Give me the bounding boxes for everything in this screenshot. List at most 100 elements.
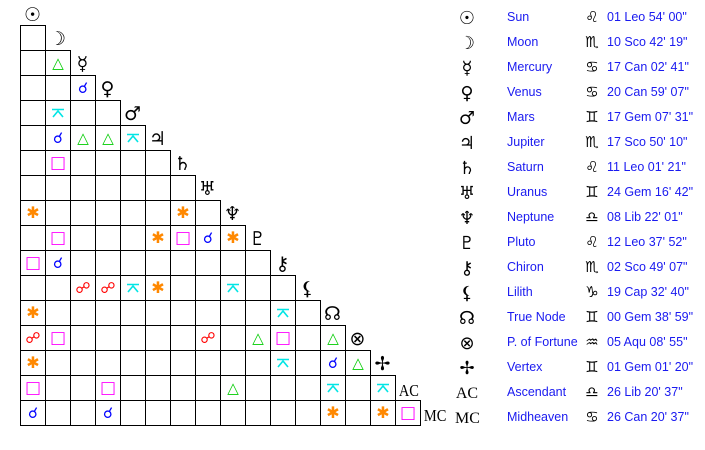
planet-position[interactable]: 00 Gem 38' 59" xyxy=(607,310,694,324)
zodiac-sign-icon: ♋ xyxy=(585,58,599,76)
planet-position[interactable]: 12 Leo 37' 52" xyxy=(607,235,687,249)
planet-position[interactable]: 24 Gem 16' 42" xyxy=(607,185,694,199)
aspect-cell xyxy=(170,350,196,376)
zodiac-sign-icon: ♏ xyxy=(585,258,599,276)
planet-position[interactable]: 02 Sco 49' 07" xyxy=(607,260,688,274)
aspect-cell xyxy=(70,400,96,426)
planet-row: AC Ascendant ♎ 26 Lib 20' 37" xyxy=(455,383,705,410)
planet-position[interactable]: 17 Can 02' 41" xyxy=(607,60,689,74)
mercury-icon: ☿ xyxy=(461,58,473,79)
zodiac-sign-icon: ♎ xyxy=(585,383,599,401)
planet-name[interactable]: Mercury xyxy=(507,60,553,74)
quincunx-icon xyxy=(377,383,389,393)
planet-row: ⚷ Chiron ♏ 02 Sco 49' 07" xyxy=(455,258,705,285)
moon-icon: ☽ xyxy=(458,33,476,54)
aspect-cell xyxy=(45,200,71,226)
planet-position[interactable]: 05 Aqu 08' 55" xyxy=(607,335,688,349)
trine-icon: △ xyxy=(352,353,364,372)
aspect-cell xyxy=(220,250,246,276)
planet-position[interactable]: 19 Cap 32' 40" xyxy=(607,285,689,299)
aspect-cell-vertex-chiron xyxy=(270,350,296,376)
planet-name[interactable]: Saturn xyxy=(507,160,544,174)
planet-position[interactable]: 26 Can 20' 37" xyxy=(607,410,689,424)
planet-position[interactable]: 10 Sco 42' 19" xyxy=(607,35,688,49)
planet-name[interactable]: Vertex xyxy=(507,360,543,374)
planet-name[interactable]: P. of Fortune xyxy=(507,335,578,349)
chiron-icon: ⚷ xyxy=(275,253,290,275)
aspect-cell xyxy=(270,375,296,401)
neptune-icon: ♆ xyxy=(458,208,476,229)
planet-row: ☽ Moon ♏ 10 Sco 42' 19" xyxy=(455,33,705,60)
planet-position[interactable]: 17 Gem 07' 31" xyxy=(607,110,694,124)
jupiter-icon: ♃ xyxy=(458,133,476,154)
aspect-cell xyxy=(20,125,46,151)
planet-row: ♄ Saturn ♌ 11 Leo 01' 21" xyxy=(455,158,705,185)
aspect-cell xyxy=(70,225,96,251)
aspect-cell xyxy=(295,400,321,426)
aspect-grid: ☉ ☽ ☿ △ ♀ ☌ ♂ ♃ ☌ △ △ ♄ □ ♅ ♆ ✱ ✱ ♇ □ ✱ □ ☌ ✱ ⚷ □ ☌ ⚸ ☍ ☍ ✱ ☊ ✱ ⊗ ☍ □ ☍ △ □ △ ✢… xyxy=(20,6,446,426)
sextile-icon: ✱ xyxy=(26,303,40,322)
square-icon: □ xyxy=(24,252,42,273)
planet-name[interactable]: Jupiter xyxy=(507,135,545,149)
planet-name[interactable]: True Node xyxy=(507,310,566,324)
planet-row: ♅ Uranus ♊ 24 Gem 16' 42" xyxy=(455,183,705,210)
uranus-icon: ♅ xyxy=(198,178,217,200)
aspect-cell-pluto-neptune: ✱ xyxy=(220,225,246,251)
conjunction-icon: ☌ xyxy=(327,353,339,372)
planet-name[interactable]: Neptune xyxy=(507,210,555,224)
planet-row: ♂ Mars ♊ 17 Gem 07' 31" xyxy=(455,108,705,135)
aspect-cell-lilith-mercury: ☍ xyxy=(70,275,96,301)
planet-name[interactable]: Midheaven xyxy=(507,410,569,424)
aspect-cell xyxy=(70,175,96,201)
planet-row: ⚸ Lilith ♑ 19 Cap 32' 40" xyxy=(455,283,705,310)
p-of-fortune-icon: ⊗ xyxy=(349,328,366,350)
aspect-cell xyxy=(145,175,171,201)
planet-name[interactable]: Pluto xyxy=(507,235,536,249)
planet-position[interactable]: 08 Lib 22' 01" xyxy=(607,210,683,224)
aspect-cell xyxy=(220,400,246,426)
planet-position[interactable]: 17 Sco 50' 10" xyxy=(607,135,688,149)
planet-name[interactable]: Venus xyxy=(507,85,542,99)
aspect-cell-jupiter-mercury: △ xyxy=(70,125,96,151)
aspect-cell xyxy=(70,350,96,376)
uranus-icon: ♅ xyxy=(458,183,476,204)
planet-position[interactable]: 11 Leo 01' 21" xyxy=(607,160,686,174)
sextile-icon: ✱ xyxy=(226,228,240,247)
aspect-cell-ascendant-vertex xyxy=(370,375,396,401)
chiron-icon: ⚷ xyxy=(460,258,474,279)
zodiac-sign-icon: ♊ xyxy=(585,108,599,126)
planet-position[interactable]: 20 Can 59' 07" xyxy=(607,85,689,99)
sextile-icon: ✱ xyxy=(151,228,165,247)
planet-name[interactable]: Ascendant xyxy=(507,385,567,399)
planet-name[interactable]: Uranus xyxy=(507,185,548,199)
planet-row: ♀ Venus ♋ 20 Can 59' 07" xyxy=(455,83,705,110)
planet-name[interactable]: Chiron xyxy=(507,260,544,274)
planet-row: ☿ Mercury ♋ 17 Can 02' 41" xyxy=(455,58,705,85)
p-of-fortune-icon: ⊗ xyxy=(459,333,475,354)
aspect-cell xyxy=(170,175,196,201)
square-icon: □ xyxy=(49,227,67,248)
zodiac-sign-icon: ♋ xyxy=(585,83,599,101)
planet-position[interactable]: 26 Lib 20' 37" xyxy=(607,385,683,399)
zodiac-sign-icon: ♌ xyxy=(585,8,599,26)
aspect-cell xyxy=(95,100,121,126)
zodiac-sign-icon: ♌ xyxy=(585,233,599,251)
aspect-cell xyxy=(120,375,146,401)
aspect-cell xyxy=(170,300,196,326)
planet-name[interactable]: Moon xyxy=(507,35,539,49)
planet-name[interactable]: Sun xyxy=(507,10,530,24)
planet-position[interactable]: 01 Leo 54' 00" xyxy=(607,10,687,24)
aspect-cell xyxy=(20,175,46,201)
planet-name[interactable]: Lilith xyxy=(507,285,533,299)
square-icon: □ xyxy=(99,377,117,398)
aspect-cell xyxy=(245,250,271,276)
planet-name[interactable]: Mars xyxy=(507,110,535,124)
aspect-cell xyxy=(145,375,171,401)
neptune-icon: ♆ xyxy=(223,203,242,225)
planet-row: ♆ Neptune ♎ 08 Lib 22' 01" xyxy=(455,208,705,235)
zodiac-sign-icon: ♊ xyxy=(585,183,599,201)
lilith-icon: ⚸ xyxy=(460,283,474,304)
aspect-cell xyxy=(120,250,146,276)
aspect-cell xyxy=(120,200,146,226)
planet-position[interactable]: 01 Gem 01' 20" xyxy=(607,360,694,374)
